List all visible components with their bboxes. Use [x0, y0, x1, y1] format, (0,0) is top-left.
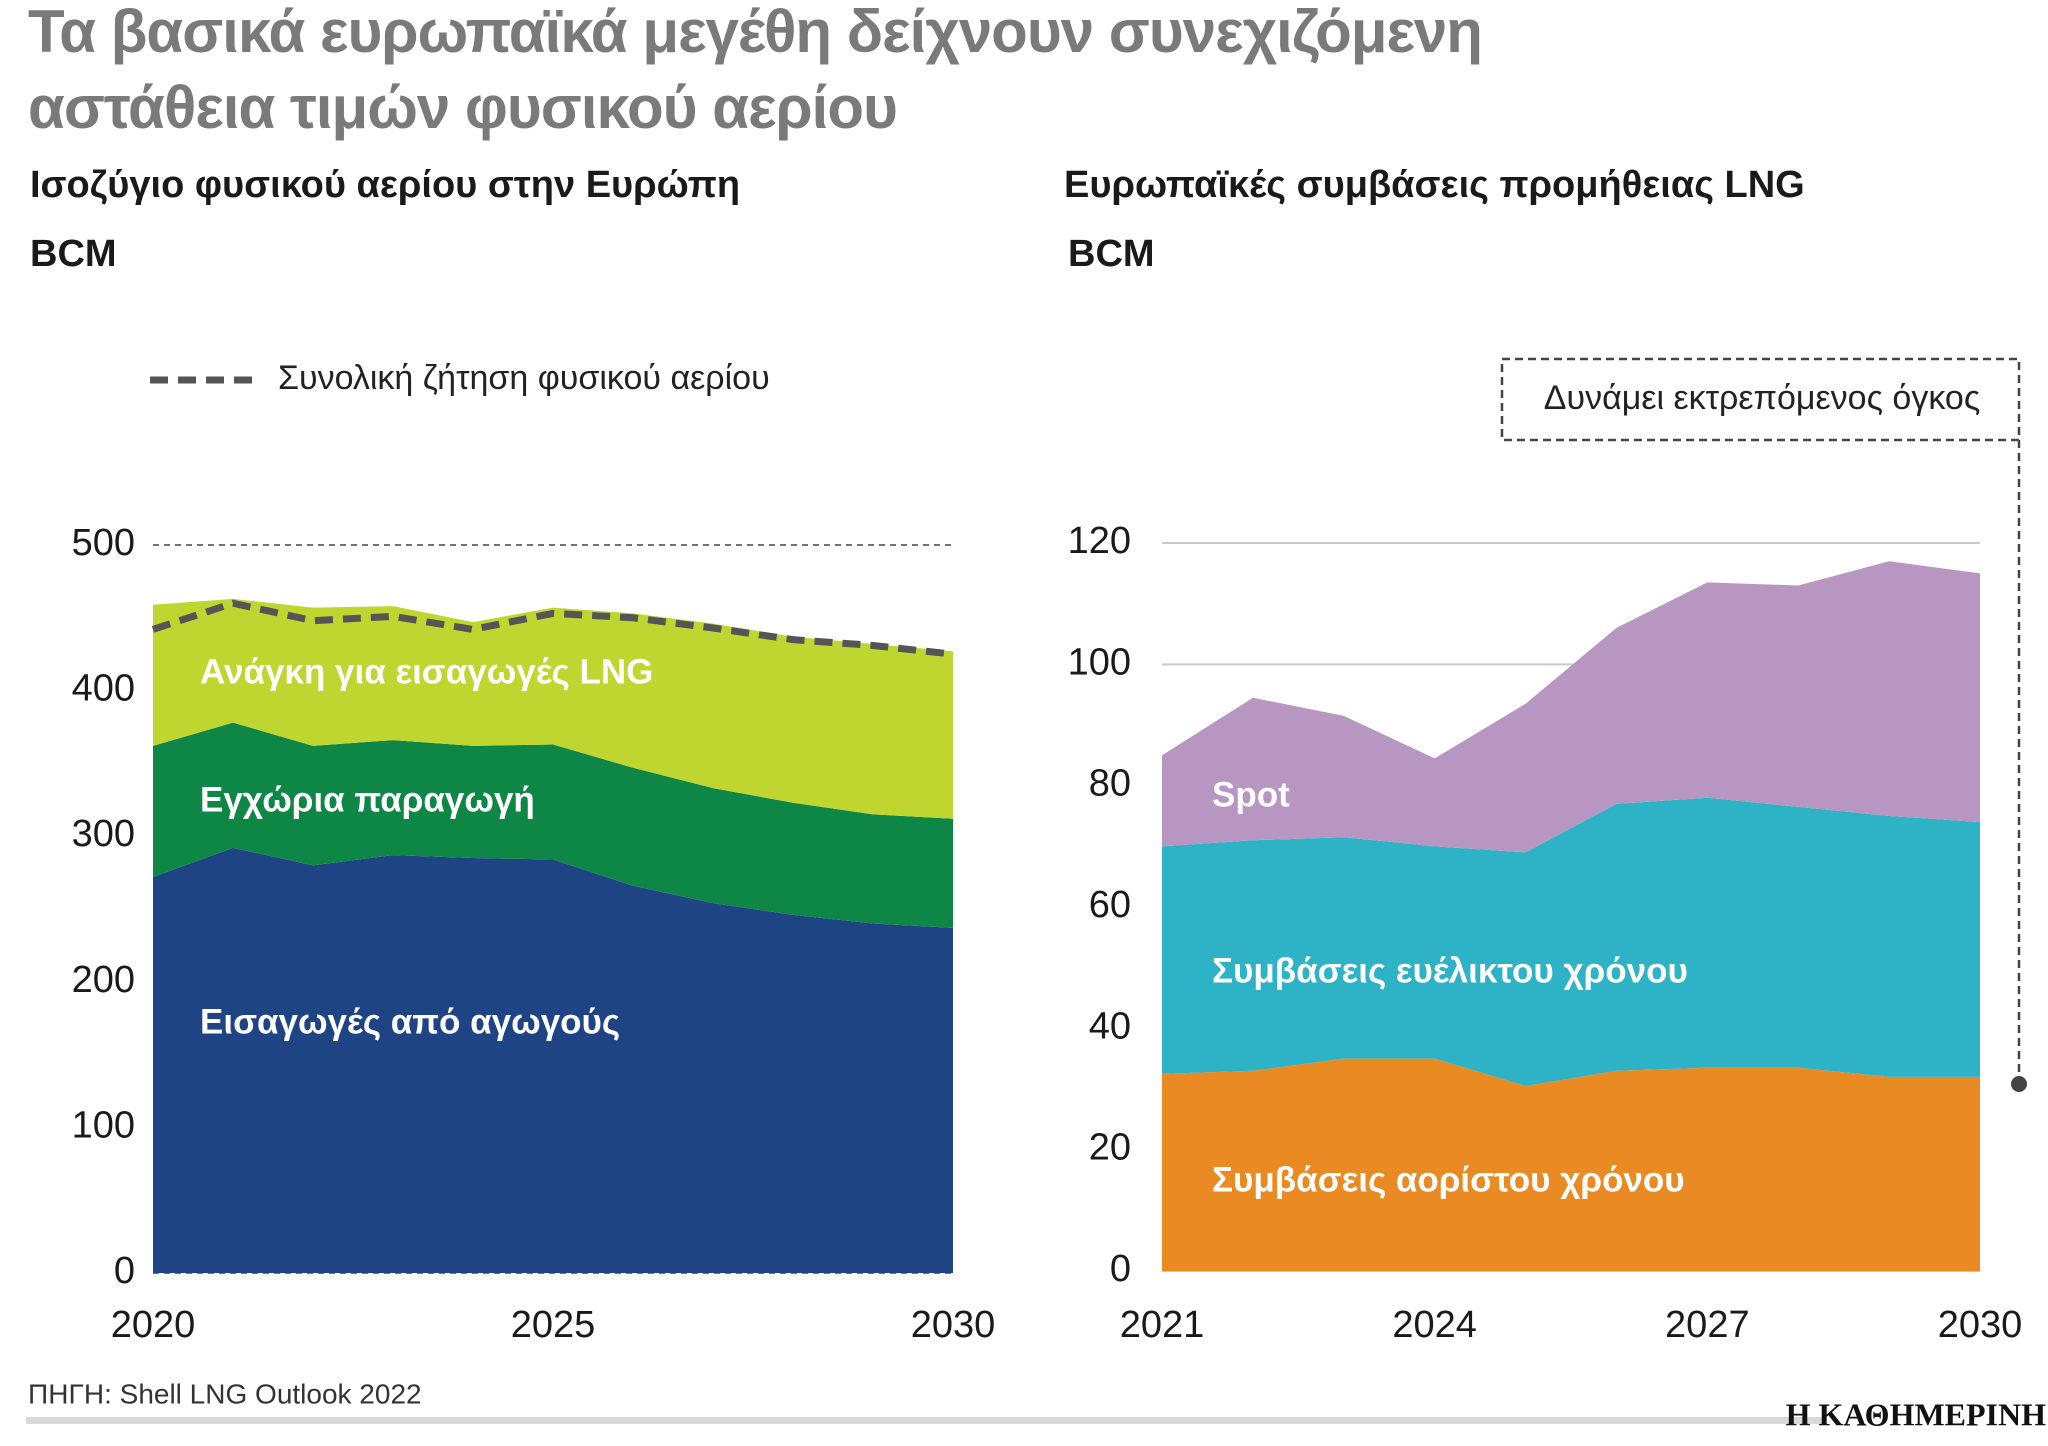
x-tick-label: 2025 — [511, 1304, 596, 1346]
series-label: Εγχώρια παραγωγή — [200, 780, 535, 819]
chart-title: Ευρωπαϊκές συμβάσεις προμήθειας LNG — [1064, 164, 1805, 206]
series-label: Εισαγωγές από αγωγούς — [200, 1002, 620, 1041]
series-label: Spot — [1212, 775, 1290, 814]
source: ΠΗΓΗ: Shell LNG Outlook 2022 — [28, 1378, 422, 1409]
y-tick-label: 200 — [72, 959, 135, 1001]
y-tick-label: 40 — [1089, 1005, 1131, 1047]
y-tick-label: 0 — [1110, 1248, 1131, 1290]
annotation: Δυνάμει εκτρεπόμενος όγκος — [1544, 379, 1980, 417]
y-tick-label: 100 — [1068, 641, 1131, 683]
area — [153, 722, 953, 928]
legend-label: Συνολική ζήτηση φυσικού αερίου — [278, 359, 770, 397]
x-tick-label: 2021 — [1120, 1304, 1205, 1346]
series-label: Συμβάσεις ευέλικτου χρόνου — [1212, 951, 1688, 990]
area — [1162, 561, 1980, 853]
y-tick-label: 400 — [72, 668, 135, 710]
footer-bar — [26, 1417, 1826, 1424]
chart-title: Ισοζύγιο φυσικού αερίου στην Ευρώπη — [30, 164, 740, 206]
y-tick-label: 100 — [72, 1104, 135, 1146]
y-tick-label: 60 — [1089, 884, 1131, 926]
area — [153, 598, 953, 819]
series-label: Συμβάσεις αορίστου χρόνου — [1212, 1160, 1685, 1199]
area — [153, 847, 953, 1273]
area — [1162, 1058, 1980, 1271]
y-unit: BCM — [1068, 233, 1155, 275]
x-tick-label: 2030 — [911, 1304, 996, 1346]
x-tick-label: 2024 — [1392, 1304, 1477, 1346]
y-tick-label: 300 — [72, 813, 135, 855]
y-tick-label: 80 — [1089, 763, 1131, 805]
series-label: Ανάγκη για εισαγωγές LNG — [200, 652, 653, 691]
x-tick-label: 2020 — [111, 1304, 196, 1346]
y-tick-label: 500 — [72, 522, 135, 564]
area — [1162, 797, 1980, 1086]
total-line — [151, 599, 954, 658]
y-tick-label: 20 — [1089, 1127, 1131, 1169]
annotation-dot — [2011, 1076, 2027, 1092]
y-tick-label: 0 — [114, 1250, 135, 1292]
x-tick-label: 2027 — [1665, 1304, 1750, 1346]
title: Τα βασικά ευρωπαϊκά μεγέθη δείχνουν συνε… — [28, 0, 1482, 141]
y-unit: BCM — [30, 233, 117, 275]
x-tick-label: 2030 — [1938, 1304, 2023, 1346]
logo: Η ΚΑΘΗΜΕΡΙΝΗ — [1786, 1396, 2046, 1432]
y-tick-label: 120 — [1068, 520, 1131, 562]
